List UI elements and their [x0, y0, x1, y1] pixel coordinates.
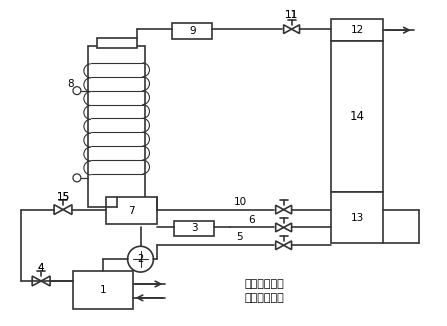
Text: 14: 14 [350, 110, 365, 123]
Bar [331, 41, 383, 192]
Text: 2: 2 [137, 254, 143, 264]
Bar [88, 46, 145, 207]
Text: 1: 1 [99, 285, 106, 295]
Bar [331, 19, 383, 41]
Text: 自冷却水管网: 自冷却水管网 [245, 279, 285, 289]
Text: 7: 7 [128, 206, 135, 215]
Text: 9: 9 [189, 26, 195, 36]
Text: 8: 8 [67, 79, 74, 89]
Text: 11: 11 [285, 10, 298, 20]
Text: 6: 6 [249, 215, 255, 225]
Text: 12: 12 [350, 25, 364, 35]
Text: 4: 4 [38, 263, 44, 273]
Text: 13: 13 [350, 213, 364, 223]
Text: 11: 11 [285, 10, 298, 20]
Text: 4: 4 [38, 263, 44, 273]
Bar [73, 271, 133, 309]
Bar [97, 38, 136, 48]
Text: 至循环水管网: 至循环水管网 [245, 293, 285, 303]
Bar [331, 192, 383, 243]
Text: 15: 15 [56, 192, 70, 202]
Text: 3: 3 [191, 223, 198, 233]
Text: 15: 15 [56, 192, 70, 202]
Bar [173, 23, 212, 39]
Bar [106, 197, 157, 225]
Text: 10: 10 [233, 197, 246, 207]
Bar [174, 220, 214, 236]
Text: 5: 5 [236, 232, 243, 242]
